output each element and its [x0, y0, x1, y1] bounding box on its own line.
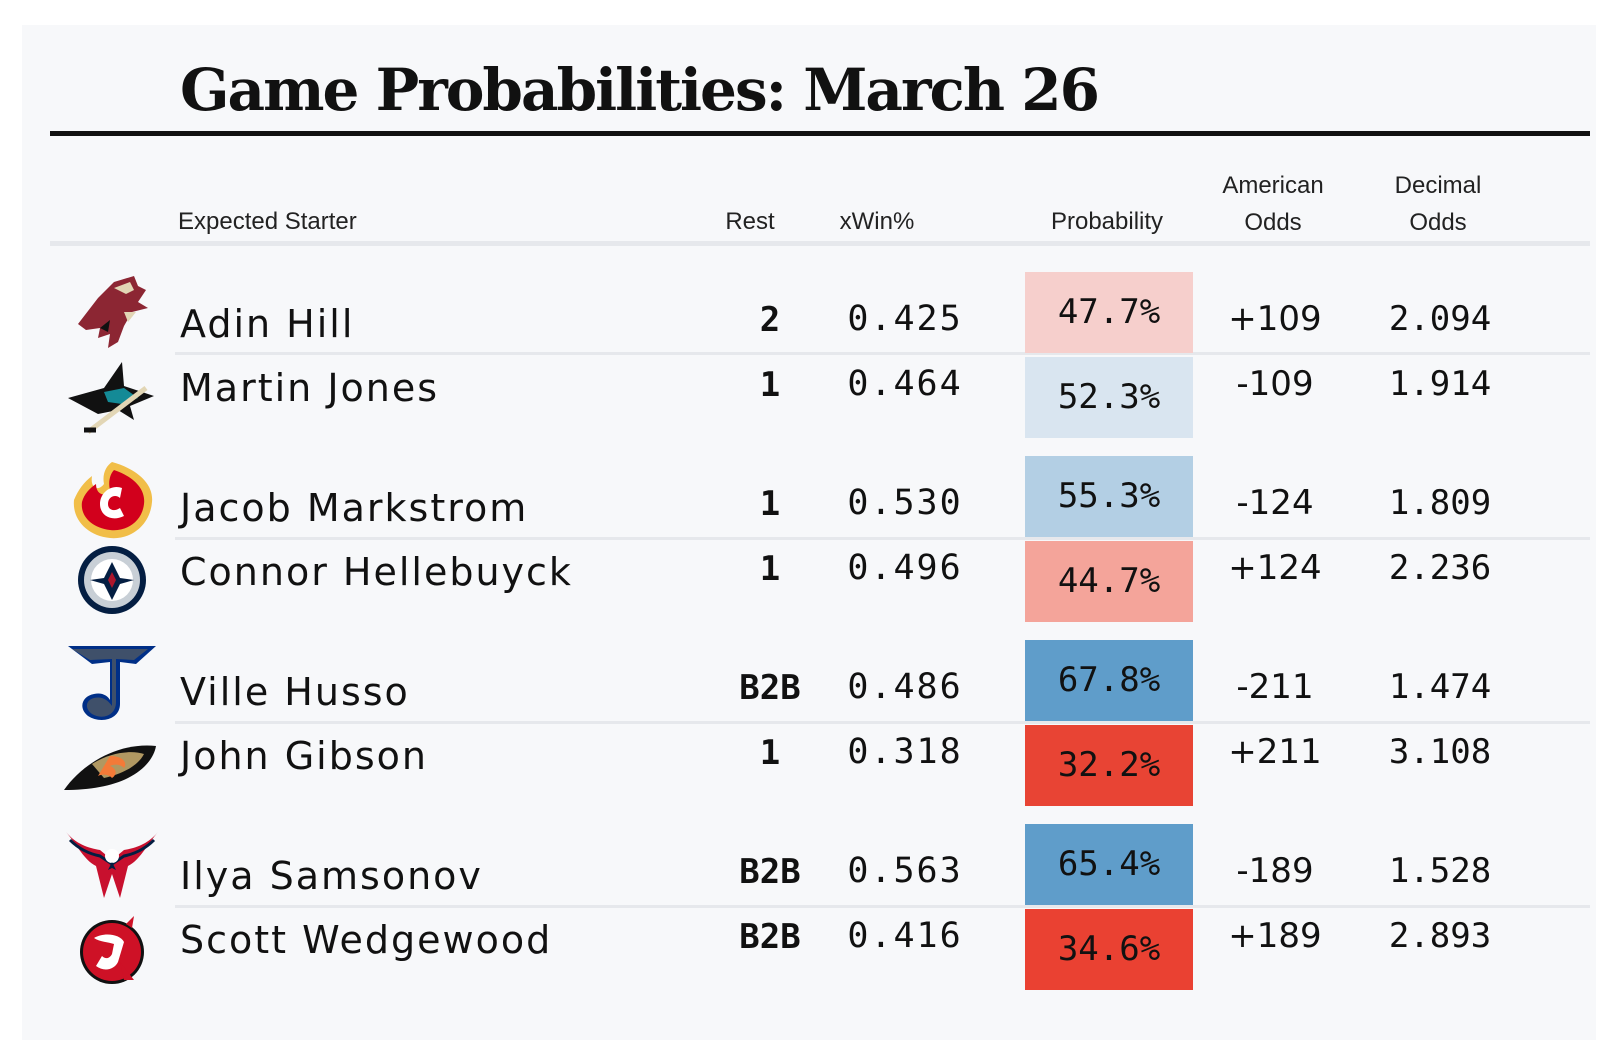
xwin-value: 0.496 [847, 548, 963, 588]
header-divider [50, 241, 1590, 246]
rest-value: 2 [759, 300, 781, 340]
american-odds-value: -211 [1236, 667, 1314, 707]
american-odds-value: +211 [1228, 732, 1322, 772]
decimal-odds-value: 2.893 [1388, 916, 1492, 956]
flames-logo-icon [64, 458, 160, 544]
starter-name: Ilya Samsonov [180, 854, 483, 898]
xwin-value: 0.416 [847, 916, 963, 956]
american-odds-value: +124 [1228, 548, 1322, 588]
game-divider [175, 352, 1590, 355]
american-odds-value: -189 [1236, 851, 1314, 891]
xwin-value: 0.563 [847, 851, 963, 891]
american-odds-value: +109 [1228, 299, 1322, 339]
rest-value: 1 [759, 549, 781, 589]
american-odds-value: -109 [1236, 364, 1314, 404]
decimal-odds-value: 1.914 [1388, 364, 1492, 404]
page-title: Game Probabilities: March 26 [180, 56, 1100, 124]
xwin-value: 0.318 [847, 732, 963, 772]
header-decimal-line1: Decimal [1394, 172, 1482, 199]
rest-value: B2B [739, 852, 801, 892]
game-divider [175, 721, 1590, 724]
probability-cell: 44.7% [1025, 541, 1193, 622]
starter-name: Ville Husso [180, 670, 410, 714]
probability-cell: 65.4% [1025, 824, 1193, 905]
decimal-odds-value: 1.809 [1388, 483, 1492, 523]
header-american-line1: American [1222, 172, 1324, 199]
ducks-logo-icon [62, 724, 158, 810]
sharks-logo-icon [64, 358, 160, 444]
probability-cell: 67.8% [1025, 640, 1193, 721]
header-xwin: xWin% [839, 208, 915, 235]
game-divider [175, 537, 1590, 540]
game-divider [175, 905, 1590, 908]
probability-cell: 52.3% [1025, 357, 1193, 438]
header-rest: Rest [725, 208, 775, 235]
starter-name: Scott Wedgewood [180, 918, 553, 962]
starter-name: Martin Jones [180, 366, 440, 410]
probability-cell: 34.6% [1025, 909, 1193, 990]
title-divider [50, 131, 1590, 136]
xwin-value: 0.486 [847, 667, 963, 707]
header-decimal-odds: Decimal Odds [1363, 167, 1513, 241]
jets-logo-icon [64, 538, 160, 624]
xwin-value: 0.530 [847, 483, 963, 523]
rest-value: 1 [759, 365, 781, 405]
header-decimal-line2: Odds [1409, 209, 1467, 236]
rest-value: B2B [739, 917, 801, 957]
decimal-odds-value: 3.108 [1388, 732, 1492, 772]
starter-name: Adin Hill [180, 302, 355, 346]
american-odds-value: +189 [1228, 916, 1322, 956]
header-american-odds: American Odds [1198, 167, 1348, 241]
rest-value: B2B [739, 668, 801, 708]
american-odds-value: -124 [1236, 483, 1314, 523]
starter-name: Connor Hellebuyck [180, 550, 573, 594]
decimal-odds-value: 1.528 [1388, 851, 1492, 891]
probability-cell: 32.2% [1025, 725, 1193, 806]
probability-cell: 47.7% [1025, 272, 1193, 353]
starter-name: Jacob Markstrom [180, 486, 529, 530]
header-american-line2: Odds [1244, 209, 1302, 236]
table-panel [22, 25, 1596, 1040]
header-expected-starter: Expected Starter [178, 208, 357, 235]
decimal-odds-value: 2.236 [1388, 548, 1492, 588]
rest-value: 1 [759, 733, 781, 773]
probability-cell: 55.3% [1025, 456, 1193, 537]
header-probability: Probability [1050, 208, 1164, 235]
capitals-logo-icon [64, 826, 160, 912]
starter-name: John Gibson [180, 734, 428, 778]
rest-value: 1 [759, 484, 781, 524]
decimal-odds-value: 1.474 [1388, 667, 1492, 707]
xwin-value: 0.464 [847, 364, 963, 404]
decimal-odds-value: 2.094 [1388, 299, 1492, 339]
xwin-value: 0.425 [847, 299, 963, 339]
blues-logo-icon [64, 642, 160, 728]
coyotes-logo-icon [64, 272, 160, 358]
devils-logo-icon [64, 910, 160, 996]
